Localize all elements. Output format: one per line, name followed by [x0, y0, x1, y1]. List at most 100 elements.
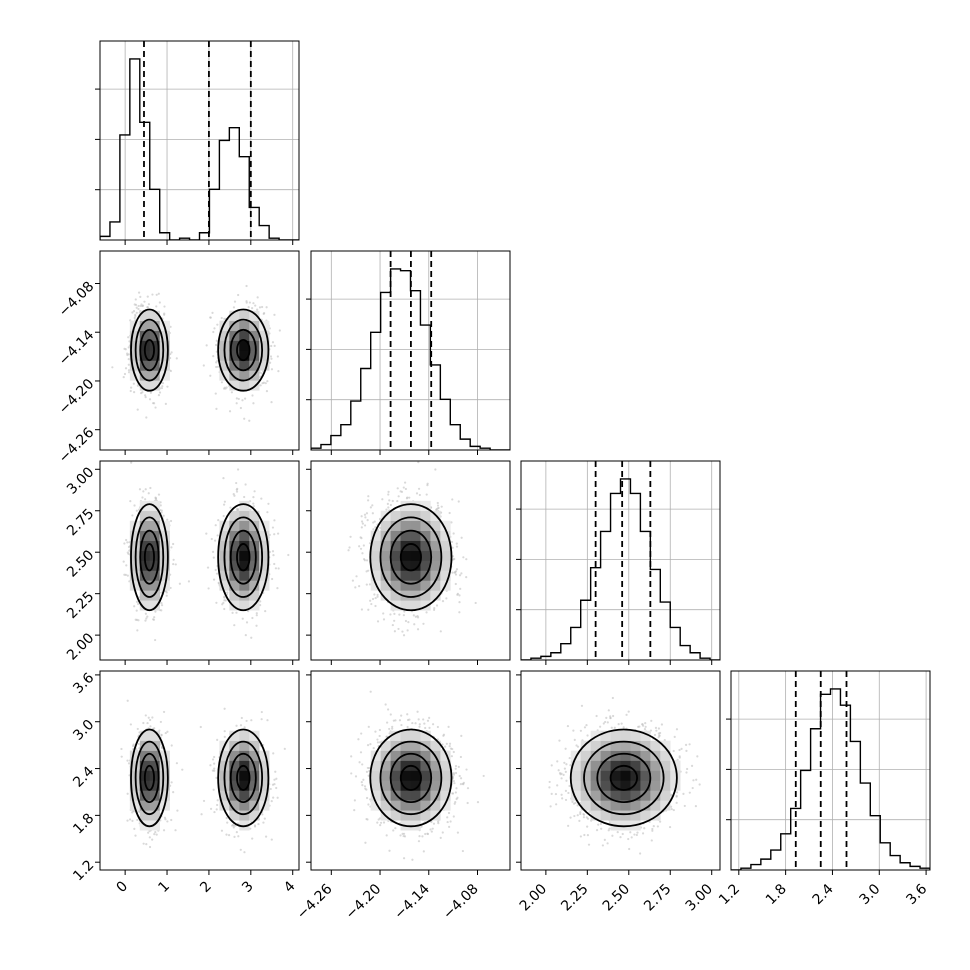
plot-area-1-0 [111, 284, 281, 422]
density-cell [159, 370, 170, 381]
scatter-point [215, 601, 218, 604]
scatter-point [255, 624, 258, 627]
density-cell [159, 560, 170, 571]
scatter-point [445, 597, 448, 600]
scatter-point [133, 316, 136, 320]
scatter-point [266, 719, 269, 722]
scatter-point [253, 490, 256, 493]
scatter-point [252, 502, 255, 505]
density-cell [410, 600, 421, 611]
density-cell [239, 590, 250, 601]
density-cell [380, 570, 391, 581]
scatter-point [127, 371, 131, 374]
subplot-1-0: −4.26−4.20−4.14−4.08 [56, 250, 300, 466]
scatter-point [157, 493, 161, 496]
density-cell [239, 340, 250, 351]
scatter-point [155, 833, 158, 836]
density-cell [149, 580, 160, 591]
scatter-point [370, 602, 373, 606]
scatter-point [465, 558, 468, 561]
density-cell [249, 310, 260, 321]
scatter-point [137, 307, 140, 311]
scatter-point [135, 509, 138, 512]
scatter-point [451, 571, 454, 574]
density-cell [229, 340, 240, 351]
scatter-point [166, 385, 169, 388]
scatter-point [385, 508, 388, 511]
scatter-point [389, 613, 392, 616]
scatter-point [287, 553, 290, 557]
scatter-point [170, 818, 173, 822]
density-cell [259, 540, 270, 551]
scatter-point [243, 495, 246, 499]
scatter-point [259, 600, 262, 603]
scatter-point [215, 572, 219, 575]
density-cell [129, 530, 141, 541]
density-cell [149, 540, 160, 551]
scatter-point [449, 442, 451, 444]
scatter-point [223, 607, 226, 611]
scatter-point [142, 490, 145, 493]
density-cell [249, 580, 260, 591]
scatter-point [229, 506, 232, 509]
scatter-point [441, 600, 445, 603]
scatter-point [178, 582, 181, 585]
density-cell [149, 560, 160, 571]
scatter-point [249, 820, 253, 823]
density-cell [420, 580, 431, 591]
density-cell [420, 560, 431, 571]
scatter-point [155, 293, 158, 296]
scatter-point [131, 811, 134, 814]
scatter-point [148, 398, 152, 401]
density-cell [139, 520, 151, 531]
density-cell [239, 350, 250, 361]
density-cell [139, 310, 151, 321]
scatter-point [348, 546, 351, 549]
contour-line [379, 516, 443, 598]
scatter-point [393, 619, 396, 622]
scatter-point [132, 382, 135, 385]
scatter-point [136, 384, 139, 387]
scatter-point [241, 617, 244, 620]
density-cell [229, 370, 240, 381]
density-cell [159, 360, 170, 371]
scatter-point [233, 624, 236, 627]
scatter-point [133, 303, 136, 306]
density-cell [249, 570, 260, 581]
scatter-point [386, 502, 389, 505]
scatter-point [221, 603, 224, 606]
axes-frame [99, 460, 300, 661]
density-cell [380, 520, 391, 531]
scatter-point [170, 744, 173, 747]
density-cell [149, 370, 160, 381]
scatter-point [202, 364, 205, 367]
scatter-point [133, 605, 136, 608]
density-cell [430, 570, 441, 581]
density-cell [159, 570, 170, 581]
scatter-point [456, 593, 459, 596]
density-cell [229, 350, 240, 361]
scatter-point [251, 307, 254, 310]
density-cell [400, 580, 411, 591]
scatter-point [264, 382, 267, 385]
scatter-point [367, 608, 370, 611]
scatter-point [272, 553, 275, 557]
density-cell [440, 530, 451, 541]
scatter-point [135, 600, 139, 604]
scatter-point [175, 357, 178, 360]
density-cell [239, 560, 250, 571]
scatter-point [465, 576, 468, 579]
density-cell [149, 590, 160, 601]
scatter-point [259, 604, 262, 607]
scatter-point [137, 291, 141, 294]
density-cell [420, 590, 431, 601]
contour-line [223, 318, 264, 382]
density-cell [440, 570, 451, 581]
scatter-point [214, 392, 217, 395]
scatter-point [458, 601, 461, 604]
y-tick-label: −4.14 [56, 327, 98, 369]
density-cell [390, 510, 401, 521]
density-cell [219, 320, 230, 331]
histogram-step [100, 58, 299, 240]
scatter-point [264, 610, 267, 613]
